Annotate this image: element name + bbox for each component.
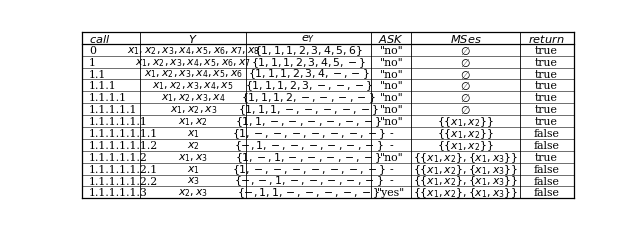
Text: -: - — [390, 164, 393, 174]
Text: $x_1,x_2,x_3,x_4$: $x_1,x_2,x_3,x_4$ — [161, 92, 225, 104]
Text: $\{\{x_1,x_2\}\}$: $\{\{x_1,x_2\}\}$ — [437, 138, 494, 152]
Text: $\{-,1,1,-,-,-,-,-\}$: $\{-,1,1,-,-,-,-,-\}$ — [237, 186, 380, 199]
Text: "yes": "yes" — [377, 188, 406, 198]
Text: $\mathit{ASK}$: $\mathit{ASK}$ — [378, 33, 404, 45]
Text: 1.1.1.1.1.1.1: 1.1.1.1.1.1.1 — [89, 128, 158, 138]
Text: $\{1,1,1,-,-,-,-,-\}$: $\{1,1,1,-,-,-,-,-\}$ — [238, 103, 379, 117]
Text: $\{1,1,1,2,-,-,-,-\}$: $\{1,1,1,2,-,-,-,-\}$ — [241, 91, 376, 105]
Text: $\{1,-,-,-,-,-,-,-\}$: $\{1,-,-,-,-,-,-,-\}$ — [232, 127, 385, 140]
Text: "no": "no" — [380, 93, 403, 103]
Text: false: false — [534, 164, 559, 174]
Text: $x_1,x_3$: $x_1,x_3$ — [178, 151, 208, 163]
Text: true: true — [535, 117, 558, 127]
Text: $\{-,-,1,-,-,-,-,-\}$: $\{-,-,1,-,-,-,-,-\}$ — [234, 174, 383, 188]
Text: $\mathit{call}$: $\mathit{call}$ — [89, 33, 111, 45]
Text: true: true — [535, 93, 558, 103]
Text: true: true — [535, 152, 558, 162]
Text: $\{1,1,-,-,-,-,-,-\}$: $\{1,1,-,-,-,-,-,-\}$ — [235, 115, 382, 128]
Text: $Y$: $Y$ — [188, 33, 198, 45]
Text: $\mathit{MSes}$: $\mathit{MSes}$ — [450, 33, 481, 45]
Text: 1.1.1.1.1.2.2: 1.1.1.1.1.2.2 — [89, 176, 158, 186]
Text: $x_1$: $x_1$ — [187, 163, 200, 175]
Text: 1.1.1.1.1: 1.1.1.1.1 — [89, 105, 138, 115]
Text: 1.1.1.1.1.1.2: 1.1.1.1.1.1.2 — [89, 140, 158, 150]
Text: $\{\{x_1,x_2\},\{x_1,x_3\}\}$: $\{\{x_1,x_2\},\{x_1,x_3\}\}$ — [413, 150, 518, 164]
Text: $x_1,x_2,x_3,x_4,x_5,x_6$: $x_1,x_2,x_3,x_4,x_5,x_6$ — [144, 68, 243, 80]
Text: $\{1,-,1,-,-,-,-,-\}$: $\{1,-,1,-,-,-,-,-\}$ — [235, 150, 382, 164]
Text: "no": "no" — [380, 69, 403, 79]
Text: $\{\{x_1,x_2\},\{x_1,x_3\}\}$: $\{\{x_1,x_2\},\{x_1,x_3\}\}$ — [413, 174, 518, 188]
Text: false: false — [534, 188, 559, 198]
Text: $x_1,x_2,x_3,x_4,x_5,x_6,x_7$: $x_1,x_2,x_3,x_4,x_5,x_6,x_7$ — [135, 57, 251, 68]
Text: $\{\{x_1,x_2\}\}$: $\{\{x_1,x_2\}\}$ — [437, 115, 494, 128]
Text: $\{\{x_1,x_2\}\}$: $\{\{x_1,x_2\}\}$ — [437, 127, 494, 140]
Text: $\emptyset$: $\emptyset$ — [460, 45, 471, 57]
Text: "no": "no" — [380, 105, 403, 115]
Text: -: - — [390, 176, 393, 186]
Text: $\emptyset$: $\emptyset$ — [460, 104, 471, 116]
Text: $\{1,1,1,2,3,4,-,-\}$: $\{1,1,1,2,3,4,-,-\}$ — [248, 67, 369, 81]
Text: $\emptyset$: $\emptyset$ — [460, 56, 471, 68]
Text: $x_1,x_2,x_3$: $x_1,x_2,x_3$ — [170, 104, 217, 116]
Text: $\{\{x_1,x_2\},\{x_1,x_3\}\}$: $\{\{x_1,x_2\},\{x_1,x_3\}\}$ — [413, 162, 518, 176]
Text: false: false — [534, 128, 559, 138]
Text: $\emptyset$: $\emptyset$ — [460, 68, 471, 80]
Text: $x_1,x_2$: $x_1,x_2$ — [179, 116, 208, 128]
Text: $\mathit{return}$: $\mathit{return}$ — [528, 33, 564, 45]
Text: 1.1.1.1.1.1: 1.1.1.1.1.1 — [89, 117, 148, 127]
Text: 1.1.1: 1.1.1 — [89, 81, 116, 91]
Text: $\emptyset$: $\emptyset$ — [460, 92, 471, 104]
Text: $\{1,1,1,2,3,-,-,-\}$: $\{1,1,1,2,3,-,-,-\}$ — [244, 79, 372, 93]
Text: "no": "no" — [380, 117, 403, 127]
Text: 1.1: 1.1 — [89, 69, 106, 79]
Text: $\{\{x_1,x_2\},\{x_1,x_3\}\}$: $\{\{x_1,x_2\},\{x_1,x_3\}\}$ — [413, 186, 518, 199]
Text: true: true — [535, 69, 558, 79]
Text: $x_1,x_2,x_3,x_4,x_5,x_6,x_7,x_8$: $x_1,x_2,x_3,x_4,x_5,x_6,x_7,x_8$ — [127, 45, 260, 56]
Text: 1.1.1.1.1.3: 1.1.1.1.1.3 — [89, 188, 148, 198]
Text: "no": "no" — [380, 152, 403, 162]
Text: true: true — [535, 46, 558, 55]
Text: true: true — [535, 57, 558, 67]
Text: true: true — [535, 105, 558, 115]
Text: $\{-,1,-,-,-,-,-,-\}$: $\{-,1,-,-,-,-,-,-\}$ — [234, 138, 383, 152]
Text: "no": "no" — [380, 81, 403, 91]
Text: $\{1,1,1,2,3,4,5,6\}$: $\{1,1,1,2,3,4,5,6\}$ — [254, 44, 363, 57]
Text: -: - — [390, 140, 393, 150]
Text: $x_2,x_3$: $x_2,x_3$ — [178, 187, 208, 199]
Text: $e_Y$: $e_Y$ — [301, 33, 316, 45]
Text: $x_1$: $x_1$ — [187, 128, 200, 139]
Text: 1.1.1.1.1.2.1: 1.1.1.1.1.2.1 — [89, 164, 158, 174]
Text: -: - — [390, 128, 393, 138]
Text: $x_2$: $x_2$ — [187, 139, 200, 151]
Text: 1.1.1.1: 1.1.1.1 — [89, 93, 127, 103]
Text: "no": "no" — [380, 46, 403, 55]
Text: 0: 0 — [89, 46, 96, 55]
Text: true: true — [535, 81, 558, 91]
Text: 1.1.1.1.1.2: 1.1.1.1.1.2 — [89, 152, 148, 162]
Text: $\{1,-,-,-,-,-,-,-\}$: $\{1,-,-,-,-,-,-,-\}$ — [232, 162, 385, 176]
Text: $x_1,x_2,x_3,x_4,x_5$: $x_1,x_2,x_3,x_4,x_5$ — [152, 80, 234, 92]
Text: $x_3$: $x_3$ — [187, 175, 200, 187]
Text: $\emptyset$: $\emptyset$ — [460, 80, 471, 92]
Text: "no": "no" — [380, 57, 403, 67]
Text: $\{1,1,1,2,3,4,5,-\}$: $\{1,1,1,2,3,4,5,-\}$ — [251, 55, 366, 69]
Text: 1: 1 — [89, 57, 96, 67]
Text: false: false — [534, 140, 559, 150]
Text: false: false — [534, 176, 559, 186]
